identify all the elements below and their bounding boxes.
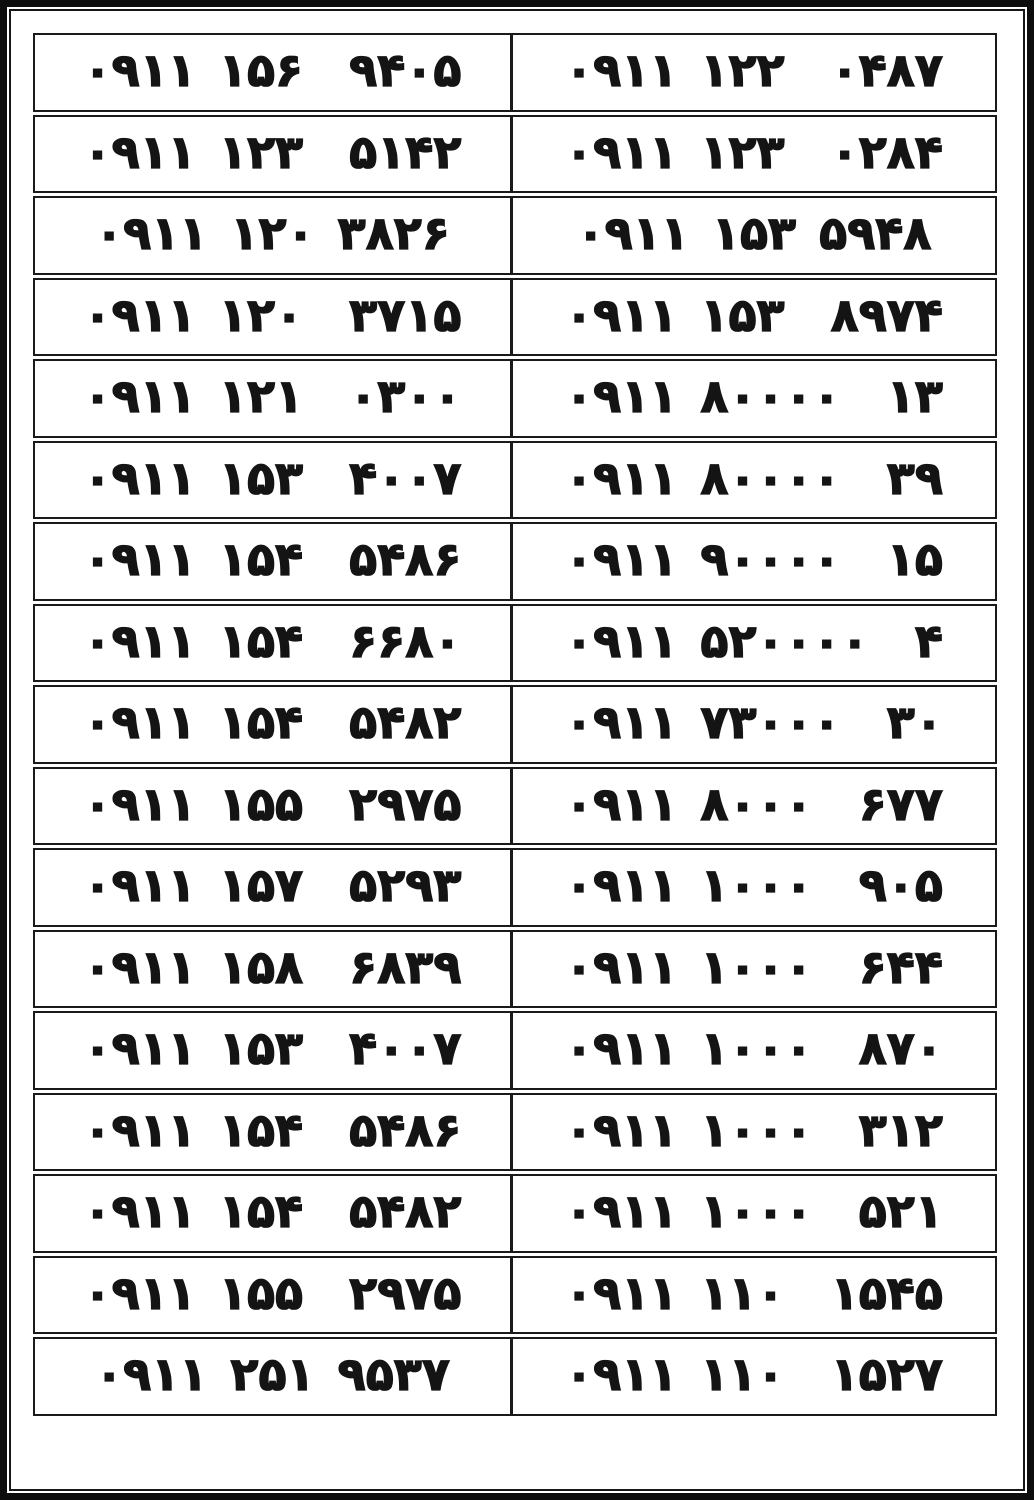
table-row: ۰۹۱۱ ۱۲۱ ۰۳۰۰ ۰۹۱۱ ۸۰۰۰۰ ۱۳: [33, 359, 997, 438]
table-row: ۰۹۱۱ ۲۵۱ ۹۵۳۷ ۰۹۱۱ ۱۱۰ ۱۵۲۷: [33, 1337, 997, 1416]
phone-number-cell-left: ۰۹۱۱ ۱۵۴ ۶۶۸۰: [35, 605, 513, 680]
table-row: ۰۹۱۱ ۱۵۵ ۲۹۷۵ ۰۹۱۱ ۱۱۰ ۱۵۴۵: [33, 1255, 997, 1334]
phone-number-cell-left: ۰۹۱۱ ۱۵۴ ۵۴۸۲: [35, 687, 513, 762]
phone-number-cell-right: ۰۹۱۱ ۱۱۰ ۱۵۲۷: [564, 1347, 943, 1402]
phone-number-cell-right: ۰۹۱۱ ۸۰۰۰۰ ۳۹: [564, 450, 943, 505]
table-row: ۰۹۱۱ ۱۵۸ ۶۸۳۹ ۰۹۱۱ ۱۰۰۰ ۶۴۴: [33, 929, 997, 1008]
table-row: ۰۹۱۱ ۱۵۴ ۵۴۸۲ ۰۹۱۱ ۷۳۰۰۰ ۳۰: [33, 685, 997, 764]
table-row: ۰۹۱۱ ۱۵۵ ۲۹۷۵ ۰۹۱۱ ۸۰۰۰ ۶۷۷: [33, 766, 997, 845]
table-row: ۰۹۱۱ ۱۵۴ ۵۴۸۶ ۰۹۱۱ ۱۰۰۰ ۳۱۲: [33, 1092, 997, 1171]
phone-number-cell-left: ۰۹۱۱ ۱۵۷ ۵۲۹۳: [35, 850, 513, 925]
phone-number-cell-left: ۰۹۱۱ ۱۲۳ ۵۱۴۲: [35, 116, 513, 191]
phone-number-cell-right: ۰۹۱۱ ۷۳۰۰۰ ۳۰: [564, 695, 943, 750]
phone-number-cell-right: ۰۹۱۱ ۱۲۲ ۰۴۸۷: [564, 43, 943, 98]
table-row: ۰۹۱۱ ۱۲۰ ۳۷۱۵ ۰۹۱۱ ۱۵۳ ۸۹۷۴: [33, 277, 997, 356]
table-row: ۰۹۱۱ ۱۵۴ ۵۴۸۶ ۰۹۱۱ ۹۰۰۰۰ ۱۵: [33, 522, 997, 601]
phone-number-cell-right: ۰۹۱۱ ۱۲۳ ۰۲۸۴: [564, 124, 943, 179]
phone-number-cell-right: ۰۹۱۱ ۱۰۰۰ ۶۴۴: [564, 939, 943, 994]
phone-number-cell-left: ۰۹۱۱ ۱۵۴ ۵۴۸۲: [35, 1176, 513, 1251]
phone-number-cell-right: ۰۹۱۱ ۱۱۰ ۱۵۴۵: [564, 1265, 943, 1320]
phone-number-cell-left: ۰۹۱۱ ۱۵۳ ۴۰۰۷: [35, 1013, 513, 1088]
table-row: ۰۹۱۱ ۱۵۷ ۵۲۹۳ ۰۹۱۱ ۱۰۰۰ ۹۰۵: [33, 848, 997, 927]
phone-number-cell-right: ۰۹۱۱ ۵۲۰۰۰۰ ۴: [564, 613, 943, 668]
phone-number-cell-right: ۰۹۱۱ ۹۰۰۰۰ ۱۵: [564, 532, 943, 587]
phone-number-table: ۰۹۱۱ ۱۵۶ ۹۴۰۵ ۰۹۱۱ ۱۲۲ ۰۴۸۷ ۰۹۱۱ ۱۲۳ ۵۱۴۲ ۰…: [33, 33, 997, 1416]
table-row: ۰۹۱۱ ۱۵۳ ۴۰۰۷ ۰۹۱۱ ۸۰۰۰۰ ۳۹: [33, 440, 997, 519]
table-row: ۰۹۱۱ ۱۲۳ ۵۱۴۲ ۰۹۱۱ ۱۲۳ ۰۲۸۴: [33, 114, 997, 193]
phone-number-cell-right: ۰۹۱۱ ۱۰۰۰ ۵۲۱: [564, 1184, 943, 1239]
phone-number-cell-left: ۰۹۱۱ ۱۵۵ ۲۹۷۵: [35, 768, 513, 843]
phone-number-cell-left: ۰۹۱۱ ۱۵۸ ۶۸۳۹: [35, 931, 513, 1006]
phone-number-cell-right: ۰۹۱۱ ۱۰۰۰ ۹۰۵: [564, 858, 943, 913]
table-row: ۰۹۱۱ ۱۲۰ ۳۸۲۶ ۰۹۱۱ ۱۵۳ ۵۹۴۸: [33, 196, 997, 275]
phone-number-cell-right: ۰۹۱۱ ۸۰۰۰۰ ۱۳: [564, 369, 943, 424]
phone-number-cell-left: ۰۹۱۱ ۱۵۵ ۲۹۷۵: [35, 1257, 513, 1332]
phone-number-cell-left: ۰۹۱۱ ۱۵۴ ۵۴۸۶: [35, 1094, 513, 1169]
phone-number-cell-left: ۰۹۱۱ ۱۲۰ ۳۸۲۶: [35, 198, 513, 273]
table-row: ۰۹۱۱ ۱۵۴ ۵۴۸۲ ۰۹۱۱ ۱۰۰۰ ۵۲۱: [33, 1174, 997, 1253]
phone-number-cell-left: ۰۹۱۱ ۱۲۱ ۰۳۰۰: [35, 361, 513, 436]
phone-number-cell-right: ۰۹۱۱ ۱۵۳ ۵۹۴۸: [576, 206, 932, 261]
table-row: ۰۹۱۱ ۱۵۶ ۹۴۰۵ ۰۹۱۱ ۱۲۲ ۰۴۸۷: [33, 33, 997, 112]
phone-number-cell-right: ۰۹۱۱ ۱۰۰۰ ۸۷۰: [564, 1021, 943, 1076]
phone-number-cell-right: ۰۹۱۱ ۸۰۰۰ ۶۷۷: [564, 776, 943, 831]
phone-number-cell-right: ۰۹۱۱ ۱۵۳ ۸۹۷۴: [564, 287, 943, 342]
phone-number-cell-left: ۰۹۱۱ ۱۵۶ ۹۴۰۵: [35, 35, 513, 110]
phone-number-cell-left: ۰۹۱۱ ۱۵۴ ۵۴۸۶: [35, 524, 513, 599]
phone-number-cell-right: ۰۹۱۱ ۱۰۰۰ ۳۱۲: [564, 1102, 943, 1157]
phone-number-cell-left: ۰۹۱۱ ۱۲۰ ۳۷۱۵: [35, 279, 513, 354]
table-row: ۰۹۱۱ ۱۵۳ ۴۰۰۷ ۰۹۱۱ ۱۰۰۰ ۸۷۰: [33, 1011, 997, 1090]
table-row: ۰۹۱۱ ۱۵۴ ۶۶۸۰ ۰۹۱۱ ۵۲۰۰۰۰ ۴: [33, 603, 997, 682]
phone-number-cell-left: ۰۹۱۱ ۲۵۱ ۹۵۳۷: [35, 1339, 513, 1414]
phone-number-cell-left: ۰۹۱۱ ۱۵۳ ۴۰۰۷: [35, 442, 513, 517]
